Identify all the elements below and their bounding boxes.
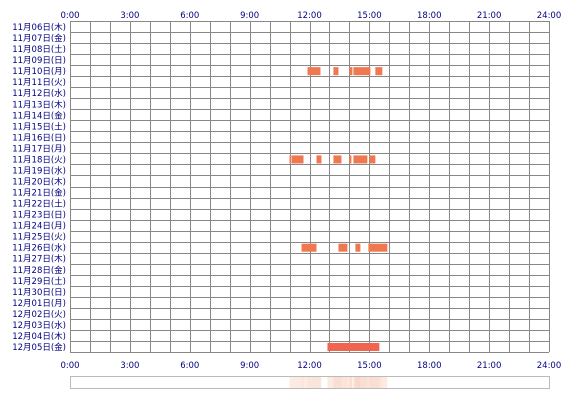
summary-strip-segment — [341, 377, 348, 388]
date-row-label: 11月07日(金) — [12, 33, 66, 44]
date-row-label: 11月22日(土) — [12, 199, 66, 210]
date-row-label: 11月11日(火) — [12, 78, 66, 88]
activity-bar — [369, 155, 376, 164]
summary-strip-segment — [316, 377, 321, 388]
summary-strip-segment — [355, 377, 361, 388]
top-time-axis: 0:00 3:00 6:00 9:00 12:00 15:00 18:00 21:00 24:0… — [60, 11, 561, 21]
activity-bar — [327, 342, 380, 351]
summary-strip-segment — [320, 377, 322, 388]
activity-bar — [368, 243, 388, 252]
summary-strip-segment — [291, 377, 302, 388]
date-row-label: 11月09日(日) — [12, 56, 66, 66]
time-tick-label: 21:00 — [477, 361, 502, 371]
activity-bar — [316, 155, 322, 164]
activity-bar — [353, 155, 368, 164]
date-row-label: 11月12日(水) — [12, 88, 66, 99]
summary-strip-segment — [367, 377, 370, 388]
summary-strip-segment — [327, 377, 334, 388]
time-tick-label: 21:00 — [477, 11, 502, 21]
activity-bar — [333, 155, 342, 164]
activity-bar — [291, 155, 304, 164]
time-tick-label: 9:00 — [240, 361, 259, 371]
activity-bar — [353, 67, 371, 76]
date-row-label: 11月19日(水) — [12, 165, 66, 176]
date-row-label: 12月01日(月) — [12, 299, 66, 309]
time-tick-label: 3:00 — [120, 11, 139, 21]
date-row-label: 11月28日(金) — [12, 265, 66, 276]
summary-strip-segment — [338, 377, 342, 388]
time-tick-label: 24:00 — [537, 11, 562, 21]
activity-bar — [307, 67, 321, 76]
time-tick-label: 18:00 — [417, 11, 442, 21]
summary-strip-segment — [349, 377, 353, 388]
time-tick-label: 12:00 — [297, 11, 322, 21]
date-row-label: 12月04日(木) — [12, 331, 66, 342]
time-tick-label: 9:00 — [240, 11, 259, 21]
summary-strip-segment — [353, 377, 356, 388]
activity-bar — [289, 155, 292, 164]
summary-strip-segment — [382, 377, 388, 388]
summary-strip — [70, 376, 550, 389]
date-row-label: 11月17日(月) — [12, 144, 66, 154]
time-tick-label: 12:00 — [297, 361, 322, 371]
time-tick-label: 24:00 — [537, 361, 562, 371]
summary-strip-segment — [347, 377, 350, 388]
summary-strip-segment — [360, 377, 368, 388]
summary-strip-segment — [303, 377, 308, 388]
time-tick-label: 0:00 — [60, 11, 79, 21]
time-tick-label: 6:00 — [180, 11, 199, 21]
date-row-label: 11月24日(月) — [12, 222, 66, 232]
activity-bar — [355, 243, 361, 252]
activity-bar — [338, 243, 348, 252]
date-row-label: 11月18日(火) — [12, 155, 66, 165]
summary-strip-segment — [333, 377, 339, 388]
date-row-label: 11月08日(土) — [12, 44, 66, 55]
date-row-label: 11月29日(土) — [12, 276, 66, 287]
activity-bar — [375, 67, 383, 76]
date-row-label: 12月02日(火) — [12, 310, 66, 320]
summary-strip-segment — [307, 377, 317, 388]
activity-bar — [301, 243, 317, 252]
summary-strip-segment — [379, 377, 383, 388]
date-row-labels: 11月06日(木)11月07日(金)11月08日(土)11月09日(日)11月1… — [12, 22, 66, 353]
activity-bar — [333, 67, 339, 76]
date-row-label: 11月23日(日) — [12, 211, 66, 221]
time-tick-label: 15:00 — [357, 11, 382, 21]
date-row-label: 11月15日(土) — [12, 121, 66, 132]
date-row-label: 12月05日(金) — [12, 342, 66, 353]
time-tick-label: 0:00 — [60, 361, 79, 371]
summary-strip-segment — [369, 377, 371, 388]
date-row-label: 11月20日(木) — [12, 176, 66, 187]
time-tick-label: 3:00 — [120, 361, 139, 371]
date-row-label: 11月14日(金) — [12, 110, 66, 121]
date-row-label: 11月21日(金) — [12, 188, 66, 199]
date-row-label: 11月26日(水) — [12, 243, 66, 254]
activity-bar — [349, 67, 353, 76]
activity-bar — [349, 155, 352, 164]
date-row-label: 11月25日(火) — [12, 233, 66, 243]
activity-bars — [289, 67, 388, 351]
date-row-label: 12月03日(水) — [12, 320, 66, 331]
time-tick-label: 15:00 — [357, 361, 382, 371]
date-row-label: 11月13日(木) — [12, 99, 66, 110]
time-tick-label: 6:00 — [180, 361, 199, 371]
plot-grid — [70, 21, 550, 353]
summary-strip-segment — [289, 377, 292, 388]
date-row-label: 11月27日(木) — [12, 254, 66, 265]
summary-strip-segment — [370, 377, 376, 388]
date-row-label: 11月06日(木) — [12, 22, 66, 33]
date-row-label: 11月16日(日) — [12, 133, 66, 143]
bottom-time-axis: 0:00 3:00 6:00 9:00 12:00 15:00 18:00 21:00 24:0… — [60, 361, 561, 371]
time-tick-label: 18:00 — [417, 361, 442, 371]
date-row-label: 11月30日(日) — [12, 288, 66, 298]
summary-strip-segment — [375, 377, 380, 388]
summary-strip-segment — [301, 377, 304, 388]
date-row-label: 11月10日(月) — [12, 67, 66, 77]
